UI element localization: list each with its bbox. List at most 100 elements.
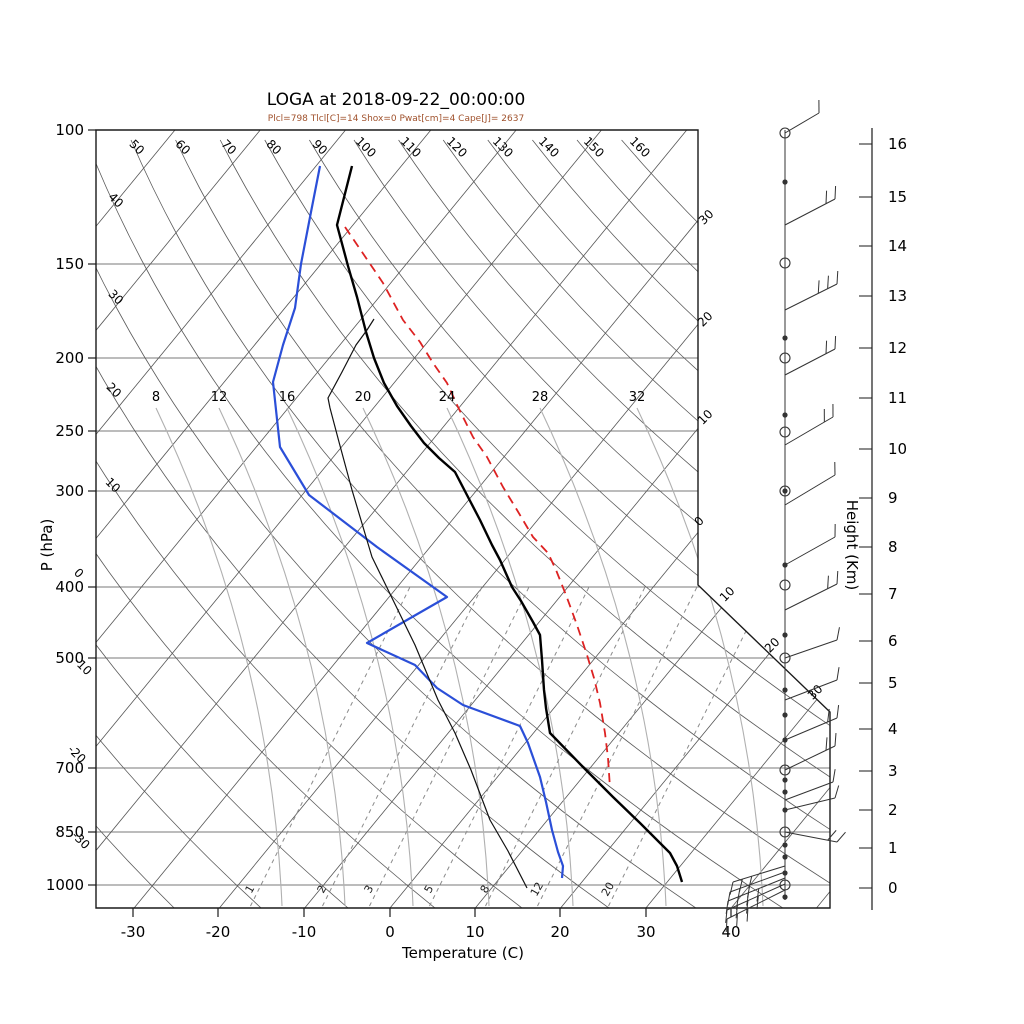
dry-adiabat-line	[309, 139, 830, 908]
dry-adiabat-label: 130	[490, 134, 516, 160]
dry-adiabat-line	[398, 139, 830, 908]
wind-barb-staff	[784, 198, 836, 226]
dry-adiabat-line	[96, 139, 523, 908]
wind-level-dot	[782, 712, 788, 718]
moist-adiabat-label: 24	[439, 390, 456, 405]
isotherm-line	[96, 130, 602, 908]
mixing-ratio-line	[537, 586, 698, 907]
height-tick-label: 8	[888, 538, 898, 556]
dry-adiabat-label: 80	[263, 137, 284, 158]
wind-level-dot	[782, 412, 788, 418]
dry-adiabat-line	[264, 139, 830, 908]
moist-adiabat-line	[218, 407, 346, 907]
wind-level-dot	[782, 335, 788, 341]
wind-barb-feather	[827, 575, 829, 589]
isotherm-line	[0, 130, 90, 908]
isotherm-label: 20	[762, 635, 783, 656]
wind-barb-feather	[725, 909, 728, 923]
height-tick-label: 14	[888, 237, 907, 255]
dry-adiabat-line	[442, 139, 830, 908]
height-tick-label: 13	[888, 287, 907, 305]
moist-adiabat-label: 28	[532, 390, 549, 405]
dry-adiabat-line	[532, 139, 830, 908]
parcel-curve	[344, 226, 611, 789]
wind-barb-feather	[836, 705, 840, 719]
dry-adiabat-label: 70	[218, 137, 239, 158]
height-tick-label: 1	[888, 839, 898, 857]
pressure-tick-label: 1000	[46, 876, 84, 894]
dry-adiabat-line	[576, 139, 830, 908]
wind-barb-feather	[834, 732, 837, 747]
wind-barb-feather	[735, 905, 738, 919]
height-tick-label: 16	[888, 135, 907, 153]
wetbulb-curve	[327, 318, 528, 889]
dry-adiabat-line	[96, 139, 349, 908]
isotherm-line	[96, 130, 176, 908]
wind-level-circle	[779, 764, 791, 776]
chart-title: LOGA at 2018-09-22_00:00:00	[266, 90, 526, 110]
wind-barb-staff	[784, 781, 834, 801]
moist-adiabat-label: 12	[211, 390, 228, 405]
mixing-ratio-line	[322, 586, 483, 907]
temperature-tick-label: 0	[385, 923, 395, 941]
wind-barb-staff	[729, 871, 786, 893]
moist-adiabat-label: 16	[279, 390, 296, 405]
temperature-tick-label: -30	[121, 923, 146, 941]
wind-barb-staff	[726, 889, 786, 920]
mixing-ratio-line	[250, 586, 411, 907]
isotherm-line	[96, 130, 432, 908]
wind-barb-staff	[784, 717, 838, 741]
wind-level-dot	[782, 870, 788, 876]
pressure-tick-label: 300	[55, 482, 84, 500]
height-tick-label: 6	[888, 632, 898, 650]
wind-barb-feather	[746, 900, 749, 914]
wind-barb-feather	[827, 275, 829, 289]
chart-subtitle: Plcl=798 Tlcl[C]=14 Shox=0 Pwat[cm]=4 Ca…	[267, 114, 525, 124]
wind-barb-feather	[817, 280, 820, 294]
dry-adiabat-line	[621, 139, 830, 908]
moist-adiabat-line	[446, 407, 574, 907]
wind-barb-feather	[834, 335, 837, 350]
wind-barb-feather	[827, 708, 830, 723]
plot-border	[95, 129, 831, 909]
wind-level-circle	[779, 352, 791, 364]
isotherm-line	[304, 130, 830, 908]
moist-adiabat-line	[636, 407, 764, 907]
height-tick-label: 12	[888, 339, 907, 357]
wind-barb-staff	[784, 416, 834, 446]
wind-level-dot	[782, 894, 788, 900]
wind-level-circle	[779, 426, 791, 438]
height-tick-label: 15	[888, 188, 907, 206]
wind-level-dot	[782, 789, 788, 795]
wind-level-dot	[782, 488, 788, 494]
pressure-tick-label: 250	[55, 422, 84, 440]
wind-barb-feather	[832, 769, 836, 783]
temperature-tick-label: 20	[550, 923, 569, 941]
wind-barb-staff	[784, 831, 838, 843]
temperature-tick-label: -20	[206, 923, 231, 941]
wind-level-dot	[782, 179, 788, 185]
dry-adiabat-line	[96, 139, 262, 908]
wind-barb-feather	[825, 737, 828, 751]
dewpoint-curve	[271, 165, 565, 879]
height-tick-label: 7	[888, 585, 898, 603]
isotherm-line	[730, 130, 830, 908]
dry-adiabat-label: 160	[627, 134, 653, 160]
wind-level-circle	[779, 127, 791, 139]
dry-adiabat-label: 120	[444, 134, 470, 160]
height-tick-label: 0	[888, 879, 898, 897]
height-tick-label: 11	[888, 389, 907, 407]
isotherm-label: 30	[696, 207, 717, 228]
wind-level-circle	[779, 257, 791, 269]
dry-adiabat-label: 10	[102, 475, 123, 496]
mixing-ratio-line	[369, 586, 530, 907]
wind-level-circle	[779, 485, 791, 497]
wind-barb-staff	[784, 536, 836, 566]
wind-barb-feather	[827, 830, 837, 841]
pressure-tick-label: 500	[55, 649, 84, 667]
wind-barb-feather	[836, 667, 840, 681]
wind-barb-staff	[784, 679, 838, 701]
pressure-tick-label: 400	[55, 578, 84, 596]
